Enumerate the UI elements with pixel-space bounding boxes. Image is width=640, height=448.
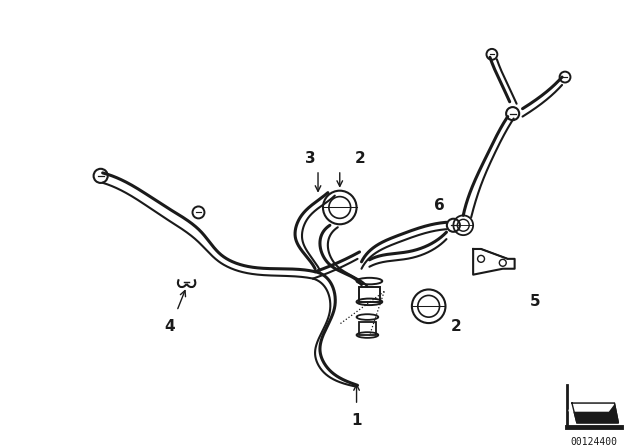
Text: 1: 1 bbox=[351, 413, 362, 428]
Bar bbox=[359, 322, 376, 335]
Text: 3: 3 bbox=[305, 151, 316, 166]
Text: 2: 2 bbox=[451, 319, 461, 334]
Text: 6: 6 bbox=[434, 198, 444, 213]
Bar bbox=[359, 287, 380, 302]
Polygon shape bbox=[569, 403, 614, 411]
Text: 4: 4 bbox=[164, 319, 175, 334]
Text: 2: 2 bbox=[355, 151, 365, 166]
Text: 5: 5 bbox=[530, 294, 541, 309]
Polygon shape bbox=[572, 403, 618, 423]
Text: 00124400: 00124400 bbox=[570, 437, 617, 447]
